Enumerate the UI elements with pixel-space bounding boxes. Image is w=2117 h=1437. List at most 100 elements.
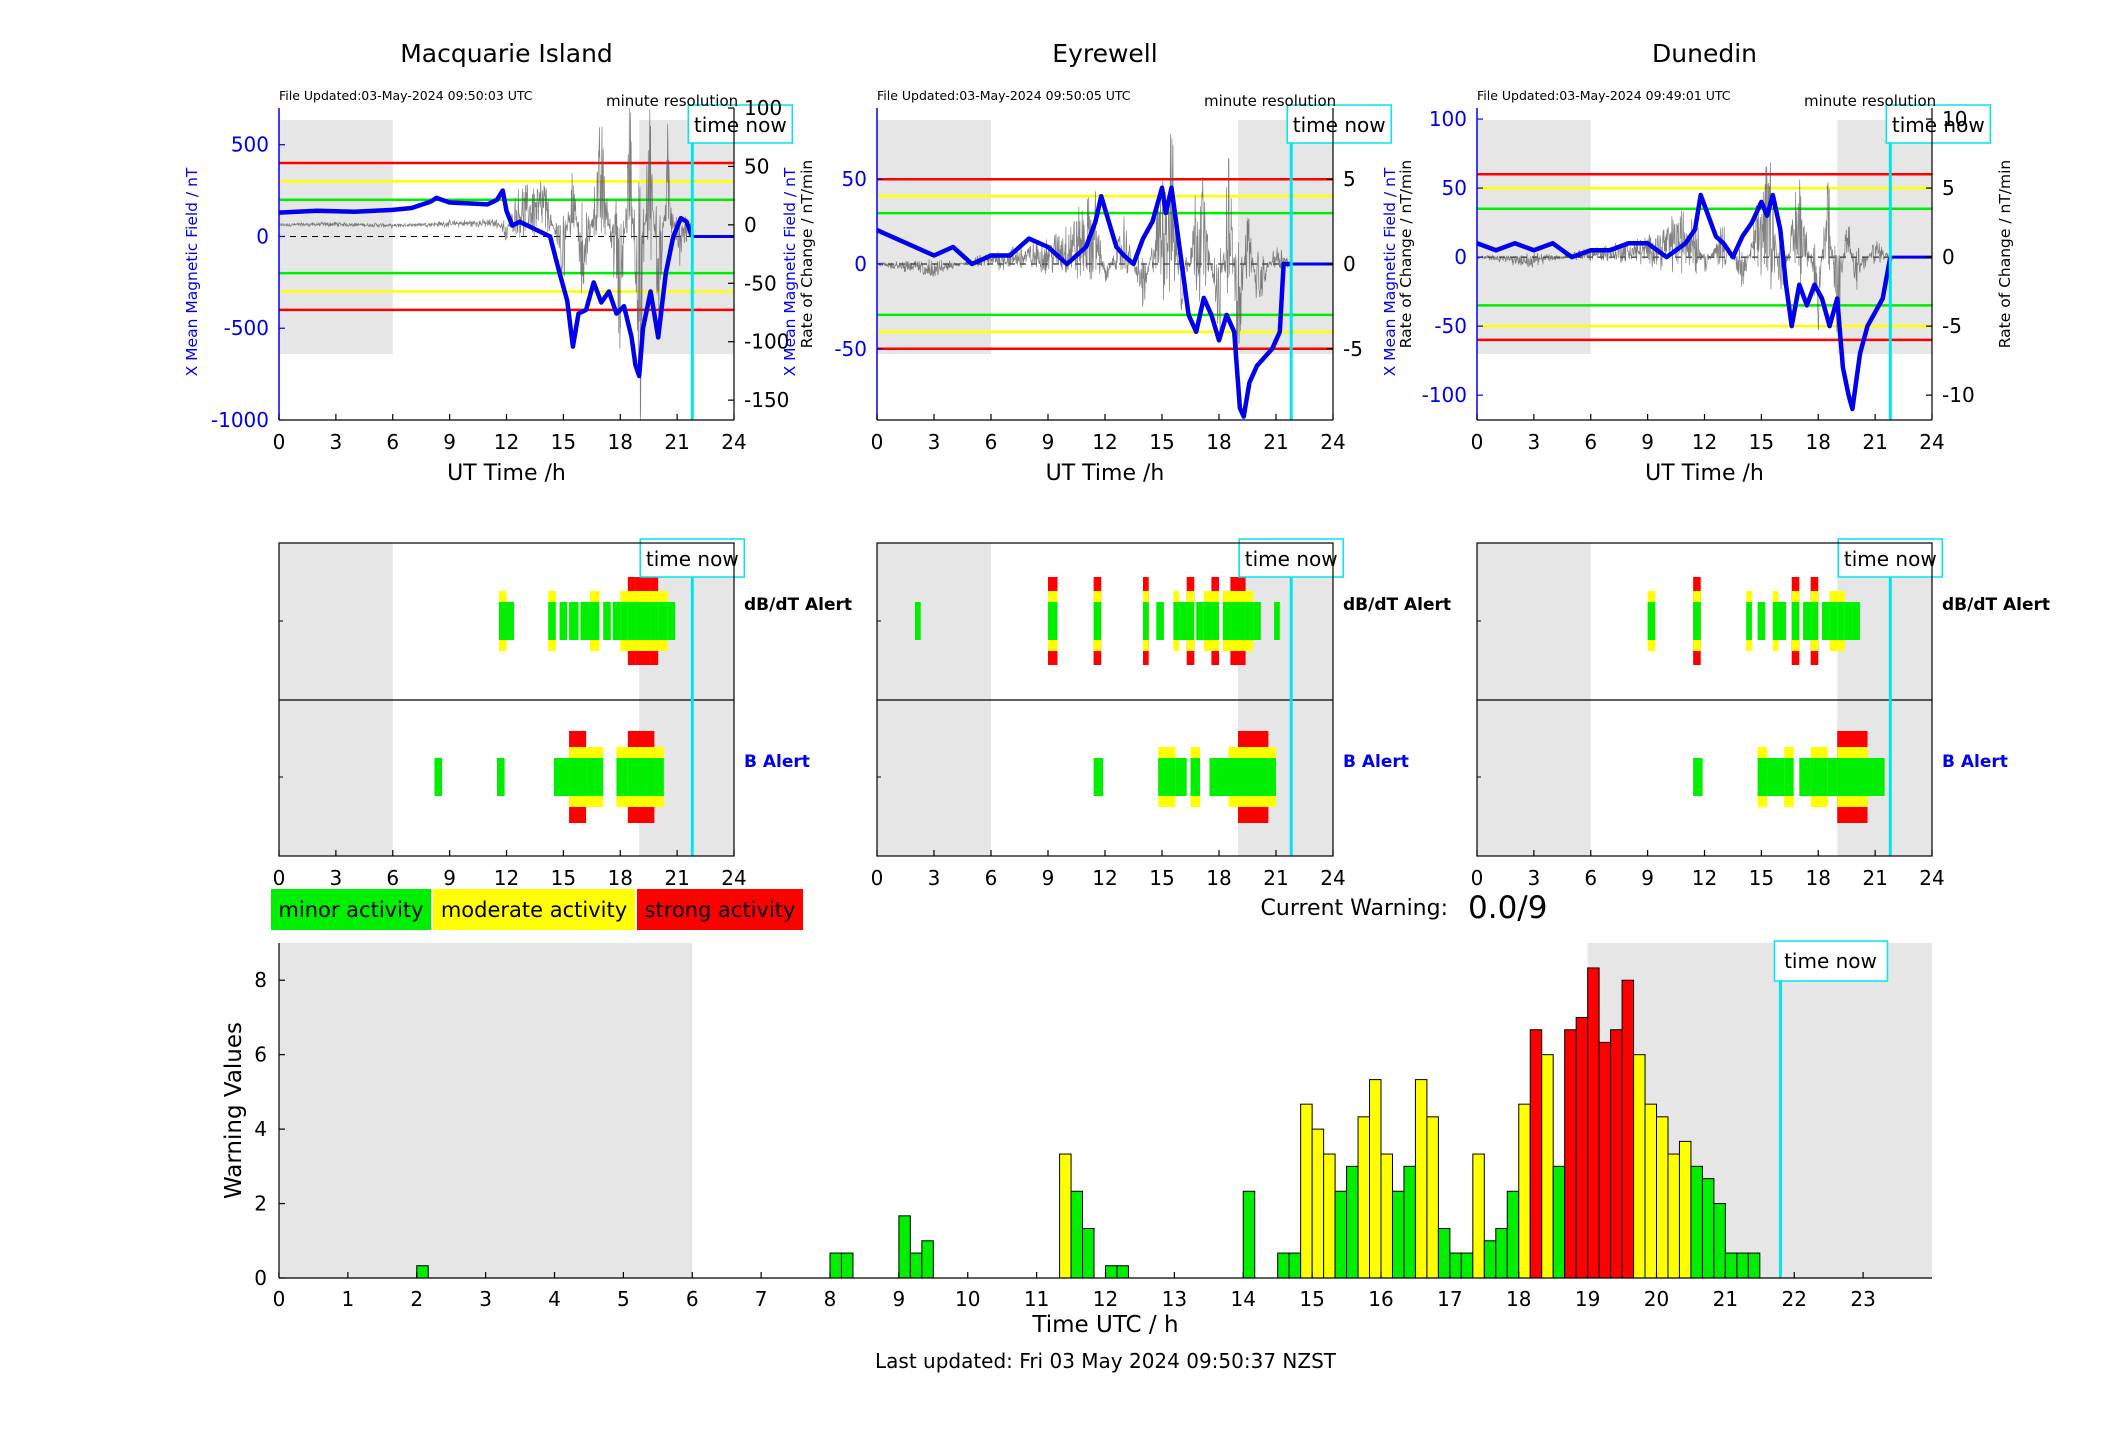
x-tick-label: 21 [664,430,689,454]
dbdt-alert-bar [1837,602,1845,640]
x-tick-label: 3 [1528,430,1541,454]
right-tick-label: -50 [744,271,777,295]
x-tick-label: 17 [1437,1287,1462,1311]
warning-bar [1414,1079,1428,1279]
b-alert-bar [1238,758,1269,796]
x-axis-label: UT Time /h [1046,461,1165,486]
activity-legend: minor activity moderate activity strong ac… [271,889,803,930]
warning-bar [1598,1041,1612,1279]
x-tick-label: 3 [330,430,343,454]
current-warning-value: 0.0/9 [1468,890,1547,926]
warning-bar [1656,1116,1669,1279]
dbdt-alert-bar [1238,602,1246,640]
file-updated-label: File Updated:03-May-2024 09:50:03 UTC [279,88,533,103]
dbdt-alert-label: dB/dT Alert [744,595,852,615]
alert-chart: time now dB/dT Alert B Alert 0 3 6 9 12 15 18 21 24 [871,538,1451,890]
strong-legend-swatch [637,889,803,930]
warning-bar [1288,1252,1302,1279]
x-tick-label: 21 [1862,866,1887,890]
b-alert-bar [1175,758,1187,796]
station-1: Eyrewell File Updated:03-May-2024 09:50:0… [781,39,1451,890]
warning-bar [1564,1029,1577,1279]
x-axis-label: UT Time /h [1645,461,1764,486]
rate-of-change-series [278,107,693,421]
warning-bar [840,1252,854,1279]
dbdt-alert-bar [1772,602,1779,640]
x-tick-label: 12 [1093,1287,1118,1311]
dbdt-alert-bar [1274,602,1280,640]
b-alert-bar [586,758,604,796]
minor-legend-swatch [271,889,431,930]
dbdt-alert-bar [603,602,611,640]
b-alert-label: B Alert [744,752,810,772]
x-tick-label: 6 [1584,430,1597,454]
time-now-box [1837,538,1944,578]
right-y-axis-label: Rate of Change / nT/min [1996,160,2014,349]
b-alert-bar [569,758,587,796]
x-tick-label: 15 [1749,430,1774,454]
left-tick-label: 100 [1429,107,1467,131]
x-tick-label: 15 [551,430,576,454]
dbdt-alert-bar [1156,602,1164,640]
x-tick-label: 7 [755,1287,768,1311]
left-tick-label: 50 [842,167,867,191]
dbdt-alert-bar [667,602,676,640]
x-tick-label: 16 [1368,1287,1393,1311]
left-tick-label: 0 [1454,245,1467,269]
x-tick-label: 12 [1092,430,1117,454]
x-tick-label: 0 [273,430,286,454]
warning-bar [1300,1103,1313,1279]
right-y-axis-label: Rate of Change / nT/min [1397,160,1415,349]
time-now-box [1773,940,1889,982]
mean-field-series [278,188,695,379]
minor-legend-label: minor activity [278,898,423,922]
warning-bar [1391,1190,1405,1279]
warning-bar [1346,1165,1359,1279]
dbdt-alert-bar [1829,602,1838,640]
x-tick-label: 9 [1641,430,1654,454]
warning-bar [1610,1029,1623,1279]
x-tick-label: 12 [1692,430,1717,454]
dbdt-alert-bar [1222,602,1231,640]
b-alert-bar [1190,758,1200,796]
minute-resolution-label: minute resolution [1804,92,1936,110]
y-tick-label: 0 [254,1266,267,1290]
x-tick-label: 18 [1806,866,1831,890]
x-tick-label: 6 [386,430,399,454]
x-tick-label: 6 [985,866,998,890]
y-tick-label: 8 [254,968,267,992]
dbdt-alert-bar [1693,602,1701,640]
dbdt-alert-bar [1253,602,1261,640]
dbdt-alert-bar [1245,602,1254,640]
right-tick-label: -150 [744,388,789,412]
dbdt-alert-bar [1196,602,1204,640]
minute-resolution-label: minute resolution [1204,92,1336,110]
b-alert-label: B Alert [1343,752,1409,772]
station-2: Dunedin File Updated:03-May-2024 09:49:01… [1381,39,2050,890]
right-tick-label: 100 [744,96,782,120]
y-tick-label: 2 [254,1192,267,1216]
x-tick-label: 24 [1320,430,1345,454]
x-tick-label: 2 [410,1287,423,1311]
left-tick-label: -1000 [211,408,269,432]
x-tick-label: 3 [1528,866,1541,890]
time-now-label: time now [1892,113,1985,137]
x-tick-label: 4 [548,1287,561,1311]
x-tick-label: 21 [1862,430,1887,454]
warning-bar [1472,1153,1485,1279]
warning-bar [1323,1153,1336,1279]
warning-bar [1369,1079,1382,1279]
left-tick-label: -100 [1422,383,1467,407]
warning-bar [1678,1140,1692,1279]
warning-bar [1621,979,1635,1279]
dbdt-alert-bar [1173,602,1180,640]
warning-bar [1575,1016,1589,1279]
b-alert-bar [497,758,505,796]
y-tick-label: 6 [254,1043,267,1067]
x-tick-label: 9 [893,1287,906,1311]
warning-bar [1518,1103,1531,1279]
b-alert-bar [1827,758,1838,796]
b-alert-bar [1837,758,1868,796]
x-tick-label: 14 [1231,1287,1256,1311]
warning-bar [1403,1165,1416,1279]
